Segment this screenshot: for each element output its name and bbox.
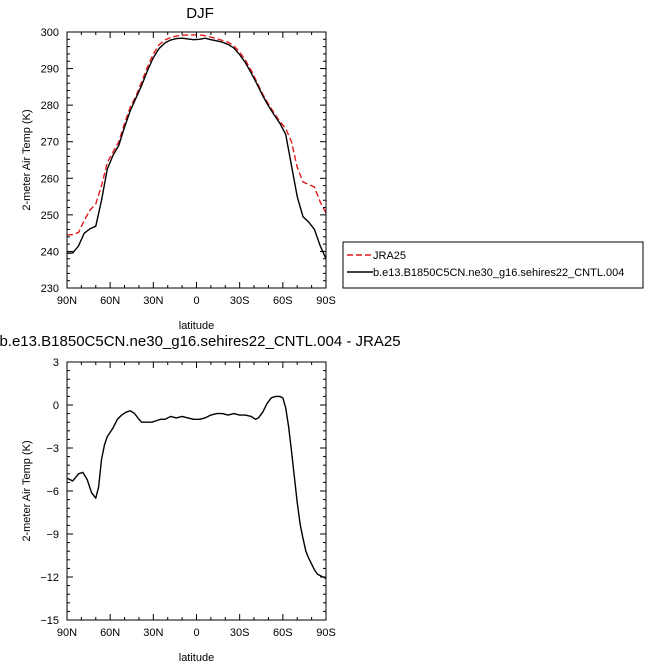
x-tick-label: 90N — [57, 295, 77, 307]
y-tick-label: −9 — [46, 529, 59, 541]
x-tick-label: 60N — [100, 295, 120, 307]
x-tick-label: 60S — [273, 295, 293, 307]
x-tick-label: 0 — [193, 295, 199, 307]
series-line-jra25 — [66, 34, 327, 236]
x-axis-label: latitude — [179, 320, 214, 332]
y-tick-label: 270 — [41, 137, 59, 149]
y-tick-label: −15 — [40, 615, 59, 627]
x-tick-label: 90S — [316, 295, 336, 307]
chart-title: b.e13.B1850C5CN.ne30_g16.sehires22_CNTL.… — [0, 333, 401, 350]
series-line-0 — [66, 395, 327, 580]
y-tick-label: −6 — [46, 486, 59, 498]
y-tick-label: 260 — [41, 173, 59, 185]
y-axis-label: 2-meter Air Temp (K) — [21, 440, 33, 541]
x-tick-label: 30N — [143, 295, 163, 307]
legend-box — [342, 241, 644, 289]
x-tick-label: 30S — [230, 627, 250, 639]
legend-label: JRA25 — [373, 250, 406, 262]
y-tick-label: 280 — [41, 100, 59, 112]
x-tick-label: 30S — [230, 295, 250, 307]
bottom-panel-difference: b.e13.B1850C5CN.ne30_g16.sehires22_CNTL.… — [0, 333, 401, 664]
series-line-b-e13-b1850c5cn-ne30-g16-sehires22-cntl-004 — [66, 37, 327, 260]
y-tick-label: −12 — [40, 572, 59, 584]
y-tick-label: 3 — [53, 357, 59, 369]
x-axis-label: latitude — [179, 652, 214, 664]
legend: JRA25 b.e13.B1850C5CN.ne30_g16.sehires22_… — [342, 241, 644, 289]
plot-frame — [66, 31, 327, 289]
y-axis-label: 2-meter Air Temp (K) — [21, 109, 33, 210]
x-tick-label: 60N — [100, 627, 120, 639]
chart-title: DJF — [186, 5, 214, 22]
legend-label: b.e13.B1850C5CN.ne30_g16.sehires22_CNTL.… — [373, 267, 624, 279]
y-tick-label: 250 — [41, 210, 59, 222]
x-tick-label: 90N — [57, 627, 77, 639]
x-tick-label: 0 — [193, 627, 199, 639]
x-tick-label: 90S — [316, 627, 336, 639]
plot-frame — [66, 361, 327, 621]
x-tick-label: 60S — [273, 627, 293, 639]
top-panel-temperature: DJF 230 240 250 260 270 280 290 300 90N 60N 30N 0 30S… — [21, 5, 644, 332]
y-tick-label: 230 — [41, 283, 59, 295]
y-tick-label: 0 — [53, 400, 59, 412]
x-tick-label: 30N — [143, 627, 163, 639]
y-tick-label: 290 — [41, 64, 59, 76]
y-tick-label: 240 — [41, 246, 59, 258]
y-tick-label: 300 — [41, 27, 59, 39]
y-tick-label: −3 — [46, 443, 59, 455]
